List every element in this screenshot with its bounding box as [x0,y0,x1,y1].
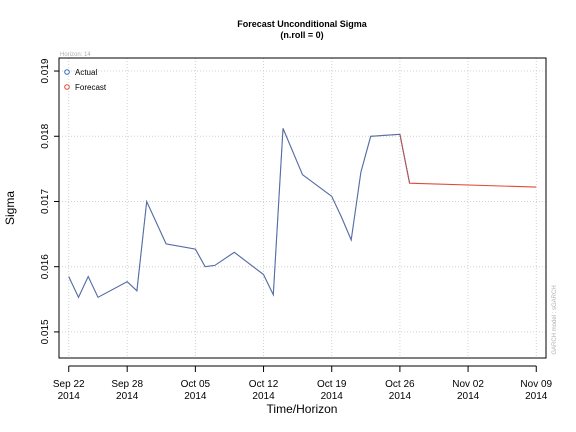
y-tick-label: 0.016 [40,254,51,279]
x-tick-label: Oct 05 [181,379,211,390]
series-line-actual [68,128,411,299]
x-tick-label: Oct 12 [249,379,279,390]
x-tick-label: Nov 09 [520,379,552,390]
x-tick-label: Nov 02 [452,379,484,390]
x-tick-label: Oct 26 [385,379,415,390]
x-tick-year: 2014 [525,391,548,402]
series-group [68,128,537,299]
x-tick-year: 2014 [252,391,275,402]
y-axis-label: Sigma [3,191,17,225]
legend: Actual Forecast [64,68,107,92]
y-tick-label: 0.017 [40,189,51,214]
x-tick-year: 2014 [389,391,412,402]
y-tick-label: 0.019 [40,58,51,83]
y-tick-label: 0.018 [40,123,51,148]
y-tick-label: 0.015 [40,319,51,344]
legend-label-actual: Actual [75,68,97,77]
x-tick-label: Sep 22 [53,379,85,390]
x-tick-year: 2014 [457,391,480,402]
title-group: Forecast Unconditional Sigma (n.roll = 0… [237,19,368,40]
x-axis-label: Time/Horizon [267,402,338,416]
legend-label-forecast: Forecast [75,83,107,92]
corner-label: Horizon: 14 [60,52,91,58]
watermark-text: GARCH model : sGARCH [552,285,558,354]
chart-title: Forecast Unconditional Sigma [237,19,368,29]
series-line-actual-overlay [68,128,410,299]
x-tick-year: 2014 [321,391,344,402]
x-tick-label: Oct 19 [317,379,347,390]
legend-marker-actual [64,69,70,75]
grid-lines [59,58,546,358]
x-tick-label: Sep 28 [111,379,143,390]
chart-subtitle: (n.roll = 0) [280,30,323,40]
x-tick-year: 2014 [58,391,81,402]
x-tick-year: 2014 [116,391,139,402]
x-tick-year: 2014 [184,391,207,402]
y-axis: 0.015 0.016 0.017 0.018 0.019 [40,58,59,344]
legend-marker-forecast [64,84,70,90]
plot-area-border [58,57,547,359]
